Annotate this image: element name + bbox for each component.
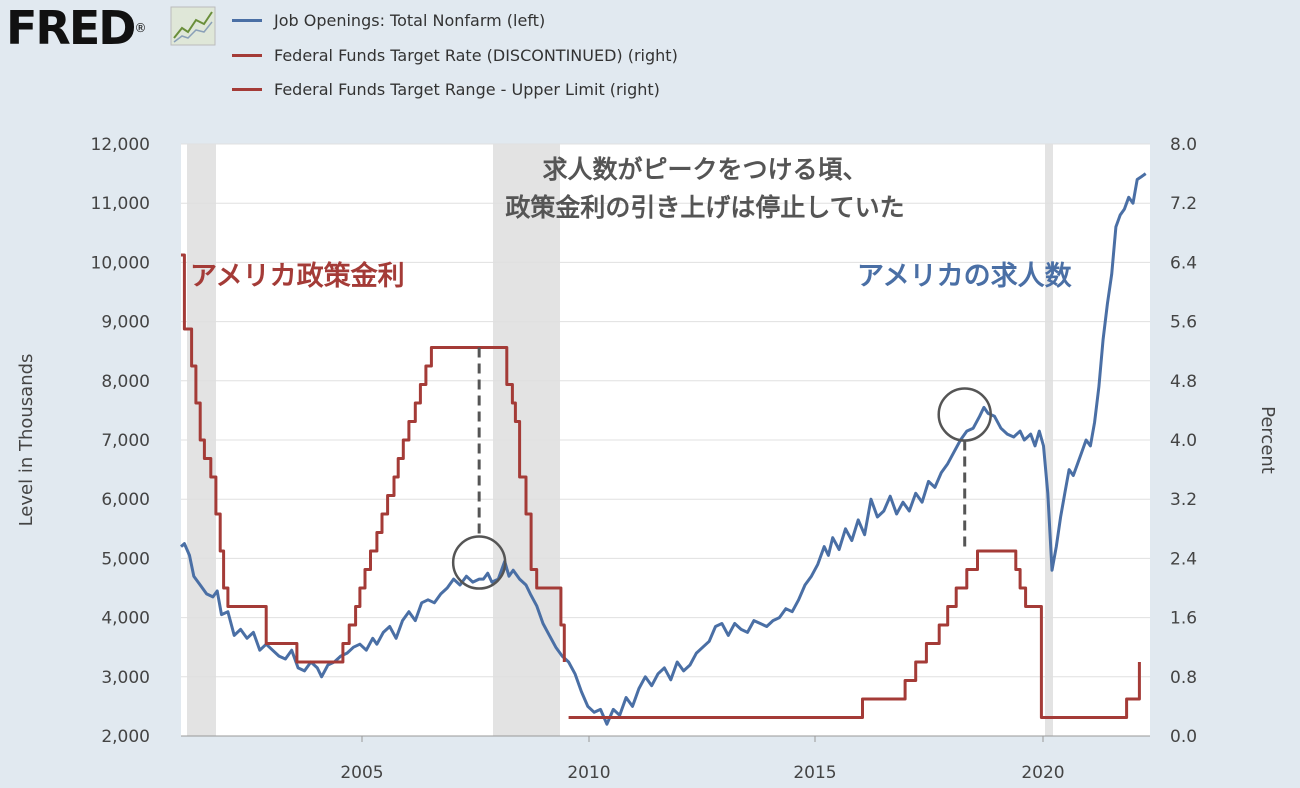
y-tick-label-left: 11,000	[91, 194, 150, 214]
series-line-1	[181, 253, 566, 664]
y-tick-label-left: 5,000	[101, 549, 150, 569]
y-tick-label-right: 4.0	[1170, 431, 1197, 451]
legend-swatch-red	[232, 53, 262, 57]
y-tick-label-left: 7,000	[101, 431, 150, 451]
y-tick-label-left: 3,000	[101, 668, 150, 688]
x-tick-label: 2020	[1021, 763, 1064, 783]
y-axis-label-left: Level in Thousands	[16, 354, 37, 527]
legend-item-job-openings[interactable]: Job Openings: Total Nonfarm (left)	[232, 8, 545, 32]
chart-header: FRED® Job Openings: Total Nonfarm (left)…	[0, 0, 1300, 110]
y-tick-label-right: 8.0	[1170, 135, 1197, 155]
legend-label: Job Openings: Total Nonfarm (left)	[274, 10, 546, 30]
x-tick-label: 2010	[567, 763, 610, 783]
legend-label: Federal Funds Target Rate (DISCONTINUED)…	[274, 45, 678, 65]
series-line-2	[568, 549, 1141, 719]
annotation-title-line2: 政策金利の引き上げは停止していた	[505, 193, 904, 222]
y-tick-label-right: 3.2	[1170, 490, 1197, 510]
annotation-jobs-label: アメリカの求人数	[857, 261, 1073, 292]
legend-swatch-blue	[232, 18, 262, 22]
annotation-rate-label: アメリカ政策金利	[190, 260, 405, 292]
y-tick-label-right: 2.4	[1170, 549, 1197, 569]
y-tick-label-left: 4,000	[101, 609, 150, 629]
axes: 2,000 3,000 4,000 5,000 6,000 7,000 8,000 9,000…	[91, 135, 1198, 783]
y-tick-label-right: 4.8	[1170, 372, 1197, 392]
y-tick-label-right: 0.0	[1170, 727, 1197, 747]
peak-annotations	[451, 347, 992, 590]
x-tick-label: 2005	[340, 763, 383, 783]
fred-logo[interactable]: FRED®	[6, 2, 146, 54]
y-tick-label-left: 10,000	[91, 253, 150, 273]
series-lines	[180, 172, 1147, 726]
annotation-title-line1: 求人数がピークをつける頃、	[542, 155, 867, 184]
y-tick-label-right: 7.2	[1170, 194, 1197, 214]
legend-label: Federal Funds Target Range - Upper Limit…	[274, 79, 660, 99]
x-tick-label: 2015	[793, 763, 836, 783]
legend-item-target-range[interactable]: Federal Funds Target Range - Upper Limit…	[232, 77, 660, 101]
y-tick-label-right: 0.8	[1170, 668, 1197, 688]
y-tick-label-left: 8,000	[101, 372, 150, 392]
y-tick-label-right: 1.6	[1170, 609, 1197, 629]
line-chart-icon	[170, 6, 216, 46]
y-axis-label-right: Percent	[1257, 406, 1278, 474]
y-tick-label-left: 6,000	[101, 490, 150, 510]
y-tick-label-left: 2,000	[101, 727, 150, 747]
y-tick-label-left: 9,000	[101, 313, 150, 333]
y-tick-label-right: 5.6	[1170, 313, 1197, 333]
legend-swatch-red	[232, 87, 262, 91]
legend-item-target-rate[interactable]: Federal Funds Target Rate (DISCONTINUED)…	[232, 43, 678, 67]
fred-logo-text: FRED	[6, 1, 136, 55]
y-tick-label-right: 6.4	[1170, 253, 1197, 273]
series-line-0	[180, 172, 1147, 726]
y-tick-label-left: 12,000	[91, 135, 150, 155]
peak-circle	[451, 535, 507, 590]
registered-mark: ®	[134, 21, 147, 35]
